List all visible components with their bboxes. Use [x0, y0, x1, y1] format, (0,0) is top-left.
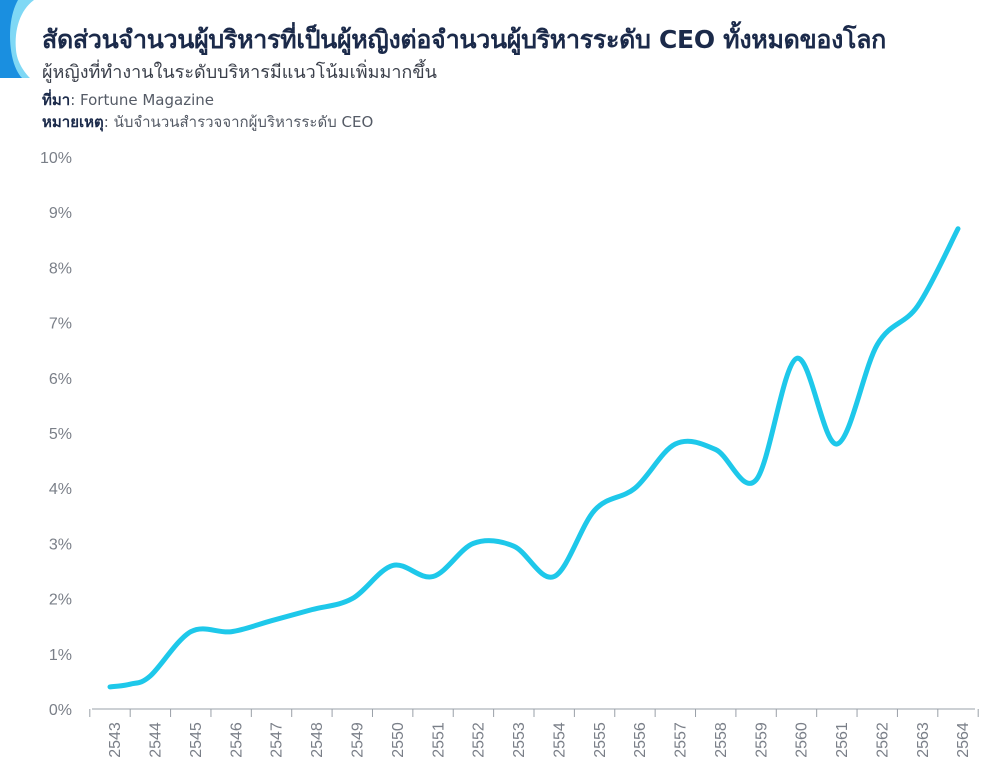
source-value: : Fortune Magazine: [70, 91, 214, 109]
corner-ribbon-logo: [0, 0, 34, 78]
data-point: [431, 574, 436, 579]
note-value: : นับจำนวนสำรวจจากผู้บริหารระดับ CEO: [103, 113, 374, 131]
data-point: [108, 684, 112, 689]
y-tick-label: 4%: [49, 481, 72, 498]
x-tick-label: 2560: [794, 722, 811, 758]
data-point: [148, 673, 153, 678]
data-point: [592, 508, 597, 513]
x-tick-label: 2546: [228, 722, 245, 758]
y-tick-label: 7%: [49, 316, 72, 333]
source-line: ที่มา: Fortune Magazine: [42, 88, 214, 112]
x-tick-label: 2561: [834, 722, 851, 758]
x-tick-label: 2550: [390, 722, 407, 758]
data-point: [754, 477, 759, 482]
series-line: [107, 226, 961, 690]
data-point: [390, 563, 395, 568]
data-point: [309, 607, 314, 612]
data-point: [673, 442, 678, 447]
data-point: [552, 574, 557, 579]
y-tick-label: 2%: [49, 592, 72, 609]
x-tick-label: 2563: [915, 722, 932, 758]
data-point: [128, 682, 133, 687]
x-tick-label: 2558: [713, 722, 730, 758]
x-tick-label: 2543: [107, 722, 124, 758]
x-tick-label: 2562: [874, 722, 891, 758]
x-tick-label: 2549: [350, 722, 367, 758]
y-tick-label: 9%: [49, 205, 72, 222]
data-point: [188, 629, 193, 634]
y-tick-label: 10%: [40, 150, 72, 167]
x-tick-label: 2564: [955, 722, 972, 758]
data-point: [956, 226, 960, 231]
y-tick-label: 5%: [49, 426, 72, 443]
x-tick-label: 2556: [632, 722, 649, 758]
data-point: [229, 629, 234, 634]
x-tick-label: 2548: [309, 722, 326, 758]
y-tick-label: 3%: [49, 536, 72, 553]
data-point: [350, 596, 355, 601]
x-tick-label: 2551: [430, 722, 447, 758]
data-point: [269, 618, 274, 623]
source-label: ที่มา: [42, 91, 71, 109]
data-point: [834, 442, 839, 447]
x-tick-label: 2553: [511, 722, 528, 758]
y-tick-label: 0%: [49, 702, 72, 719]
data-point: [794, 356, 799, 361]
x-tick-label: 2552: [471, 722, 488, 758]
y-tick-label: 8%: [49, 260, 72, 277]
ribbon-dark-shape: [0, 0, 22, 78]
y-tick-label: 6%: [49, 371, 72, 388]
data-point: [875, 342, 880, 347]
x-tick-label: 2559: [753, 722, 770, 758]
note-label: หมายเหตุ: [42, 113, 104, 131]
y-tick-label: 1%: [49, 647, 72, 664]
data-point: [471, 541, 476, 546]
data-point: [915, 304, 920, 309]
x-tick-label: 2555: [592, 722, 609, 758]
x-tick-label: 2547: [269, 722, 286, 758]
chart-title: สัดส่วนจำนวนผู้บริหารที่เป็นผู้หญิงต่อจำ…: [42, 25, 886, 54]
data-point: [511, 544, 516, 549]
x-tick-label: 2544: [148, 722, 165, 758]
note-line: หมายเหตุ: นับจำนวนสำรวจจากผู้บริหารระดับ…: [42, 110, 373, 134]
data-point: [713, 447, 718, 452]
data-point: [632, 486, 637, 491]
x-tick-label: 2545: [188, 722, 205, 758]
x-tick-label: 2554: [551, 722, 568, 758]
chart-subtitle: ผู้หญิงที่ทำงานในระดับบริหารมีแนวโน้มเพิ…: [42, 62, 437, 83]
x-tick-label: 2557: [673, 722, 690, 758]
